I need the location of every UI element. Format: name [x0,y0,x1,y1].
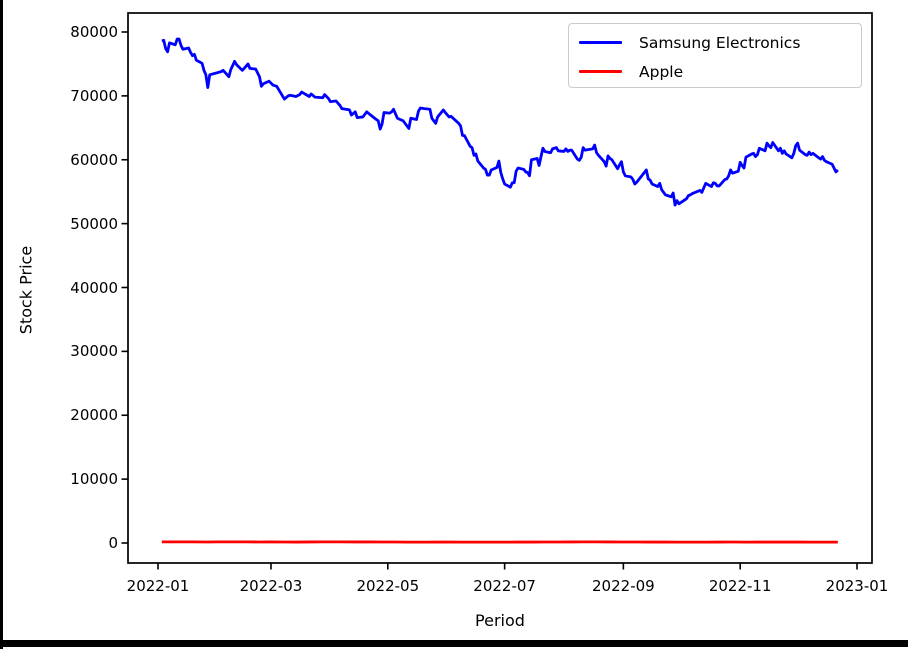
y-tick-label: 0 [108,534,118,552]
x-tick-label: 2022-09 [592,577,655,595]
x-tick-label: 2022-07 [473,577,536,595]
x-tick-label: 2022-03 [239,577,303,595]
y-tick-label: 40000 [70,278,118,297]
x-axis-label: Period [475,611,525,630]
legend-label-apple: Apple [639,62,684,81]
x-tick-label: 2023-01 [825,577,889,595]
axes-frame [127,12,873,564]
x-tick-label: 2022-05 [356,577,420,595]
samsung-electronics-line [161,37,839,207]
y-tick-label: 10000 [70,470,118,489]
y-tick-label: 80000 [70,23,118,41]
legend-label-samsung: Samsung Electronics [639,33,801,52]
x-tick-label: 2022-11 [708,577,772,595]
y-tick-label: 30000 [70,342,118,361]
legend-item-samsung: Samsung Electronics [579,28,861,57]
y-tick-label: 70000 [70,86,118,105]
window-border-left [0,0,3,649]
legend: Samsung Electronics Apple [568,23,862,88]
legend-item-apple: Apple [579,57,861,86]
y-tick-label: 50000 [70,214,118,233]
x-tick-label: 2022-01 [126,577,190,595]
legend-line-sample-apple [579,69,622,74]
legend-line-sample-samsung [579,40,622,45]
y-axis-label: Stock Price [16,245,36,335]
y-tick-label: 20000 [70,406,118,425]
y-tick-label: 60000 [70,150,118,169]
window-border-bottom [0,640,908,647]
